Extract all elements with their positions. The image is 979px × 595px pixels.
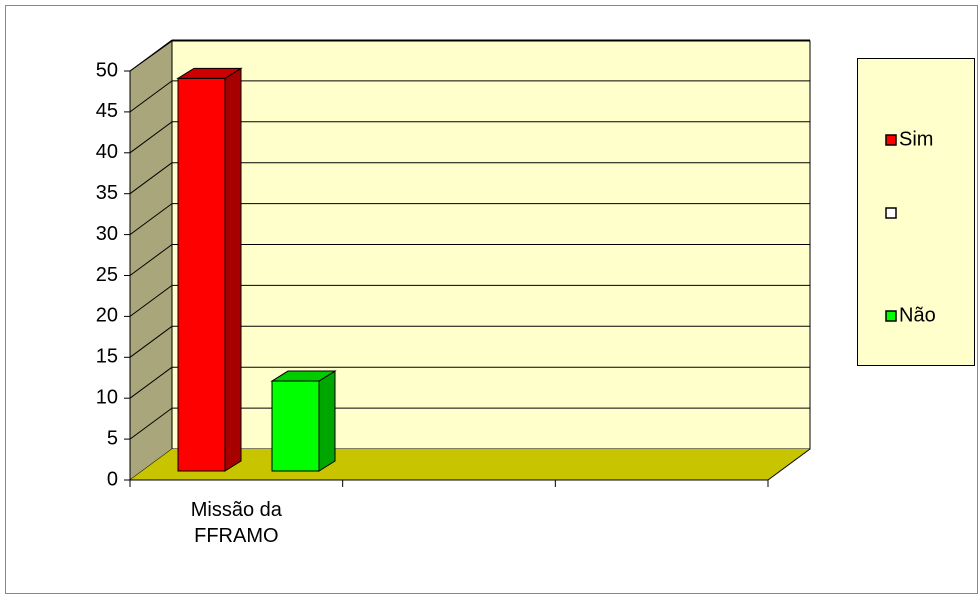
grid-line xyxy=(129,162,173,195)
y-tick-label: 40 xyxy=(96,141,118,163)
y-tick-label: 20 xyxy=(96,305,118,327)
y-tick-label: 50 xyxy=(96,59,118,81)
bar-side xyxy=(224,67,242,472)
y-tick-label: 5 xyxy=(107,427,118,449)
y-tick-label: 45 xyxy=(96,100,118,122)
y-tick-label: 15 xyxy=(96,346,118,368)
grid-line xyxy=(129,39,173,72)
legend-swatch xyxy=(885,310,897,322)
y-tick-label: 30 xyxy=(96,223,118,245)
legend-swatch xyxy=(885,207,897,219)
bar-top xyxy=(176,67,243,79)
y-tick-label: 10 xyxy=(96,386,118,408)
y-tick-label: 25 xyxy=(96,264,118,286)
bar-front xyxy=(271,380,320,472)
bar-top xyxy=(270,370,337,382)
bar-side xyxy=(318,370,336,472)
bar-front xyxy=(177,77,226,472)
grid-line xyxy=(129,325,173,358)
grid-line xyxy=(129,407,173,440)
grid-line xyxy=(129,284,173,317)
grid-line xyxy=(129,244,173,276)
legend-label: Sim xyxy=(899,128,933,150)
y-tick-label: 0 xyxy=(107,468,118,490)
x-tick-label: Missão da FFRAMO xyxy=(190,499,282,547)
legend-label: Não xyxy=(899,304,936,326)
legend xyxy=(857,58,975,366)
y-tick-label: 35 xyxy=(96,182,118,204)
grid-line xyxy=(129,366,173,399)
floor-edge xyxy=(767,448,811,481)
legend-swatch xyxy=(885,134,897,146)
grid-line xyxy=(129,80,173,113)
grid-line xyxy=(129,121,173,154)
grid-line xyxy=(129,203,173,236)
